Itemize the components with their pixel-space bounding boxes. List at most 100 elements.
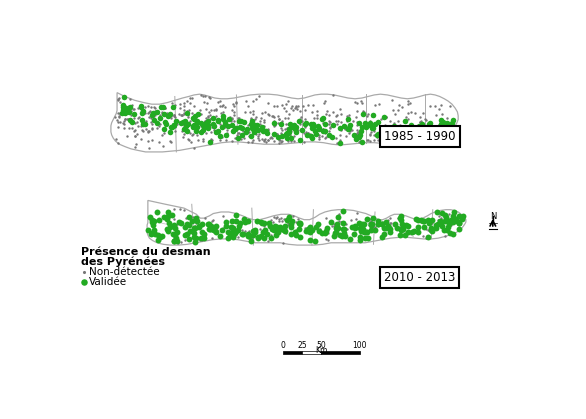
Point	[377, 221, 387, 228]
Point	[119, 121, 128, 127]
Point	[192, 132, 202, 139]
Point	[251, 131, 260, 137]
Point	[143, 138, 152, 145]
Point	[163, 227, 172, 234]
Point	[147, 125, 156, 132]
Point	[418, 218, 428, 225]
Point	[277, 130, 286, 137]
Point	[396, 231, 405, 238]
Point	[209, 217, 218, 223]
Point	[270, 102, 279, 109]
Point	[373, 133, 382, 140]
Point	[289, 137, 299, 144]
Point	[328, 134, 337, 141]
Point	[263, 237, 272, 244]
Point	[236, 118, 246, 124]
Point	[449, 209, 459, 215]
Point	[419, 224, 428, 230]
Point	[401, 135, 410, 142]
Point	[240, 119, 249, 125]
Point	[360, 228, 369, 235]
Point	[321, 111, 331, 118]
Point	[425, 125, 435, 132]
Point	[230, 134, 240, 141]
Point	[396, 217, 406, 224]
Point	[248, 107, 258, 114]
Point	[182, 123, 191, 129]
Point	[219, 108, 228, 115]
Point	[444, 122, 453, 129]
Point	[349, 230, 359, 237]
Point	[368, 112, 377, 119]
Point	[273, 133, 282, 140]
Point	[227, 122, 237, 128]
Point	[197, 228, 207, 235]
Point	[400, 133, 409, 140]
Point	[244, 228, 254, 234]
Point	[166, 113, 176, 120]
Point	[144, 109, 154, 115]
Point	[204, 220, 213, 227]
Point	[203, 114, 212, 121]
Point	[306, 133, 316, 140]
Point	[336, 127, 346, 133]
Point	[257, 233, 266, 240]
Point	[114, 95, 124, 101]
Point	[227, 116, 237, 123]
Point	[403, 101, 412, 108]
Point	[321, 121, 330, 127]
Point	[411, 216, 421, 223]
Point	[335, 218, 344, 225]
Point	[363, 111, 373, 117]
Point	[119, 124, 128, 131]
Point	[365, 138, 374, 145]
Point	[312, 111, 321, 118]
Point	[332, 140, 342, 146]
Point	[398, 225, 407, 232]
Point	[384, 126, 393, 133]
Point	[233, 129, 243, 136]
Point	[305, 226, 315, 233]
Point	[200, 124, 209, 131]
Point	[144, 129, 153, 135]
Point	[393, 215, 403, 222]
Point	[431, 132, 441, 139]
Point	[318, 128, 328, 134]
Point	[387, 127, 396, 133]
Point	[449, 116, 458, 123]
Point	[229, 128, 239, 134]
Point	[298, 117, 307, 124]
Point	[415, 136, 425, 143]
Point	[244, 233, 254, 240]
Point	[169, 237, 178, 244]
Point	[425, 103, 434, 110]
Point	[400, 139, 410, 145]
Point	[185, 235, 194, 242]
Point	[244, 102, 253, 109]
Point	[338, 219, 347, 225]
Point	[155, 121, 165, 127]
Point	[325, 132, 334, 138]
Point	[318, 114, 328, 121]
Point	[171, 118, 180, 124]
Point	[454, 219, 464, 226]
Point	[415, 133, 425, 140]
Point	[403, 222, 412, 229]
Point	[154, 122, 163, 129]
Point	[190, 222, 200, 229]
Point	[373, 130, 383, 137]
Point	[267, 231, 276, 238]
Point	[266, 235, 275, 241]
Point	[149, 116, 158, 123]
Point	[436, 123, 445, 130]
Point	[397, 221, 407, 228]
Point	[157, 131, 166, 138]
Point	[152, 120, 162, 127]
Point	[435, 130, 445, 137]
Point	[192, 218, 202, 225]
Point	[221, 132, 230, 138]
Point	[183, 108, 192, 114]
Point	[333, 118, 342, 124]
Point	[304, 101, 313, 108]
Point	[370, 120, 380, 127]
